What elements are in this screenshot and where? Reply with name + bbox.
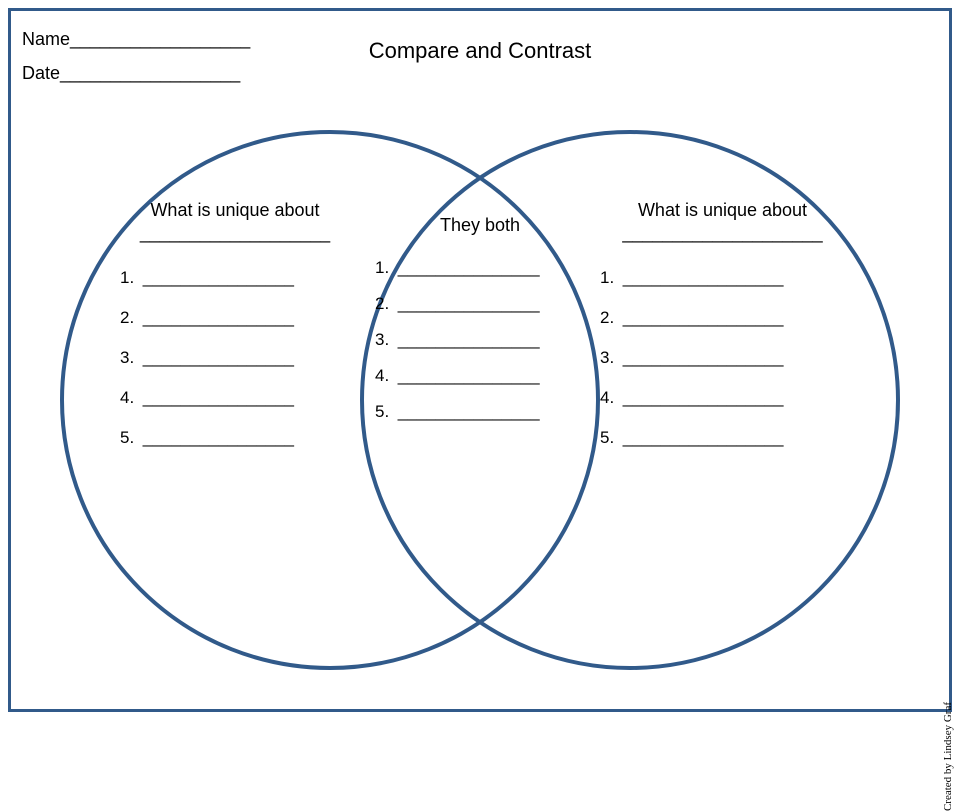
page-title: Compare and Contrast xyxy=(0,38,960,64)
date-label: Date xyxy=(22,63,60,83)
item-blank: _________________ xyxy=(618,428,783,447)
venn-diagram: What is unique about ___________________… xyxy=(20,120,940,670)
section-right-items: 1. _________________2. _________________… xyxy=(600,258,845,458)
list-item: 3. ________________ xyxy=(120,338,350,378)
item-number: 1. xyxy=(600,258,618,298)
item-number: 2. xyxy=(120,298,138,338)
item-number: 1. xyxy=(375,250,393,286)
item-number: 3. xyxy=(375,322,393,358)
list-item: 4. _______________ xyxy=(375,358,585,394)
item-blank: _______________ xyxy=(393,294,540,313)
list-item: 1. _________________ xyxy=(600,258,845,298)
section-right-heading-line: ____________________ xyxy=(600,223,845,244)
item-number: 2. xyxy=(375,286,393,322)
item-number: 5. xyxy=(600,418,618,458)
list-item: 5. _______________ xyxy=(375,394,585,430)
item-blank: ________________ xyxy=(138,308,294,327)
item-blank: _______________ xyxy=(393,366,540,385)
list-item: 4. _________________ xyxy=(600,378,845,418)
item-number: 2. xyxy=(600,298,618,338)
date-blank: __________________ xyxy=(60,63,240,83)
list-item: 1. _______________ xyxy=(375,250,585,286)
list-item: 5. _________________ xyxy=(600,418,845,458)
list-item: 3. _______________ xyxy=(375,322,585,358)
item-blank: _______________ xyxy=(393,402,540,421)
section-left-heading: What is unique about xyxy=(120,200,350,221)
section-left-items: 1. ________________2. ________________3.… xyxy=(120,258,350,458)
title-text: Compare and Contrast xyxy=(369,38,592,63)
list-item: 4. ________________ xyxy=(120,378,350,418)
item-blank: _________________ xyxy=(618,308,783,327)
section-middle: They both 1. _______________2. _________… xyxy=(375,215,585,430)
section-left-heading-line: ___________________ xyxy=(120,223,350,244)
list-item: 2. _______________ xyxy=(375,286,585,322)
item-blank: ________________ xyxy=(138,428,294,447)
item-number: 5. xyxy=(120,418,138,458)
item-blank: ________________ xyxy=(138,268,294,287)
credit-text: Created by Lindsey Graf xyxy=(942,702,954,811)
list-item: 5. ________________ xyxy=(120,418,350,458)
item-blank: ________________ xyxy=(138,348,294,367)
item-number: 4. xyxy=(120,378,138,418)
list-item: 2. ________________ xyxy=(120,298,350,338)
item-blank: _______________ xyxy=(393,330,540,349)
item-number: 4. xyxy=(600,378,618,418)
list-item: 3. _________________ xyxy=(600,338,845,378)
item-number: 3. xyxy=(600,338,618,378)
section-left: What is unique about ___________________… xyxy=(120,200,350,458)
section-right-heading: What is unique about xyxy=(600,200,845,221)
item-number: 4. xyxy=(375,358,393,394)
item-blank: ________________ xyxy=(138,388,294,407)
item-number: 5. xyxy=(375,394,393,430)
item-blank: _________________ xyxy=(618,388,783,407)
section-middle-heading: They both xyxy=(375,215,585,236)
section-right: What is unique about ___________________… xyxy=(600,200,845,458)
item-number: 3. xyxy=(120,338,138,378)
section-middle-items: 1. _______________2. _______________3. _… xyxy=(375,250,585,430)
list-item: 2. _________________ xyxy=(600,298,845,338)
item-blank: _______________ xyxy=(393,258,540,277)
worksheet-page: Name__________________ Date_____________… xyxy=(0,0,960,720)
list-item: 1. ________________ xyxy=(120,258,350,298)
item-blank: _________________ xyxy=(618,268,783,287)
item-blank: _________________ xyxy=(618,348,783,367)
item-number: 1. xyxy=(120,258,138,298)
